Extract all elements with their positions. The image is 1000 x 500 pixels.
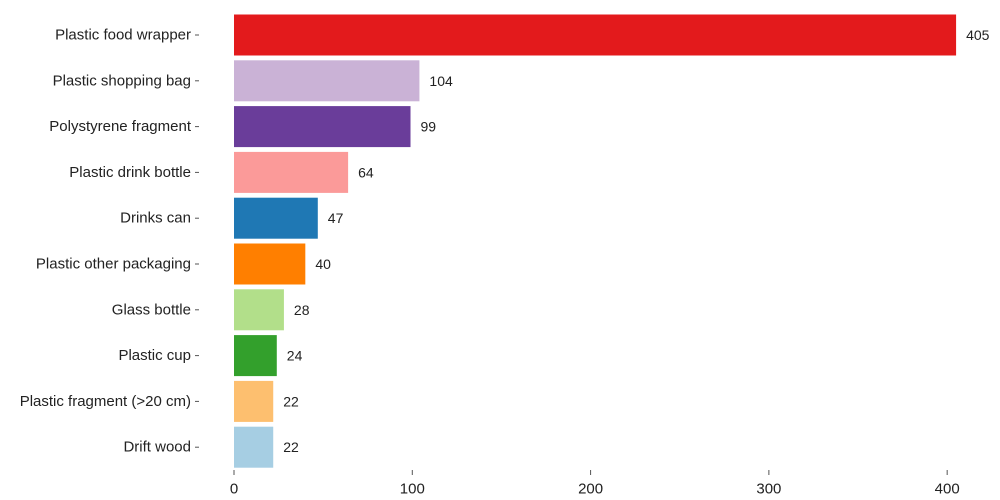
bar-plastic-shopping-bag xyxy=(234,60,420,102)
bar-plastic-other-packaging xyxy=(234,243,306,285)
category-label-glass-bottle: Glass bottle xyxy=(112,301,191,318)
x-tick-label-300: 300 xyxy=(756,481,781,498)
value-labels-group: 405 104 99 64 47 40 28 24 22 22 xyxy=(283,27,989,455)
x-tick-label-400: 400 xyxy=(935,481,960,498)
value-label-plastic-fragment-20-cm: 22 xyxy=(283,393,299,409)
value-label-plastic-drink-bottle: 64 xyxy=(358,164,374,180)
category-label-drinks-can: Drinks can xyxy=(120,210,191,227)
category-labels-group: Plastic food wrapper Plastic shopping bag… xyxy=(20,27,199,456)
category-label-polystyrene-fragment: Polystyrene fragment xyxy=(49,118,192,135)
category-label-plastic-shopping-bag: Plastic shopping bag xyxy=(53,72,191,89)
category-label-plastic-drink-bottle: Plastic drink bottle xyxy=(69,164,191,181)
category-label-plastic-cup: Plastic cup xyxy=(118,347,191,364)
bar-polystyrene-fragment xyxy=(234,106,411,148)
value-label-plastic-other-packaging: 40 xyxy=(315,256,331,272)
value-label-plastic-shopping-bag: 104 xyxy=(429,73,453,89)
bar-plastic-drink-bottle xyxy=(234,151,349,193)
bar-plastic-food-wrapper xyxy=(234,14,957,56)
bar-plastic-cup xyxy=(234,335,277,377)
value-label-plastic-cup: 24 xyxy=(287,348,303,364)
value-label-glass-bottle: 28 xyxy=(294,302,310,318)
x-tick-label-100: 100 xyxy=(400,481,425,498)
x-tick-label-0: 0 xyxy=(230,481,238,498)
bar-glass-bottle xyxy=(234,289,284,331)
x-axis: 0 100 200 300 400 xyxy=(230,470,960,498)
bars-group xyxy=(234,14,957,468)
value-label-drinks-can: 47 xyxy=(328,210,344,226)
category-label-plastic-fragment-20-cm: Plastic fragment (>20 cm) xyxy=(20,393,191,410)
x-tick-label-200: 200 xyxy=(578,481,603,498)
bar-drift-wood xyxy=(234,426,274,468)
category-label-plastic-other-packaging: Plastic other packaging xyxy=(36,256,191,273)
value-label-drift-wood: 22 xyxy=(283,439,299,455)
value-label-plastic-food-wrapper: 405 xyxy=(966,27,990,43)
category-label-drift-wood: Drift wood xyxy=(123,439,191,456)
category-label-plastic-food-wrapper: Plastic food wrapper xyxy=(55,27,191,44)
value-label-polystyrene-fragment: 99 xyxy=(421,119,437,135)
bar-plastic-fragment-20-cm xyxy=(234,380,274,422)
bar-drinks-can xyxy=(234,197,318,239)
